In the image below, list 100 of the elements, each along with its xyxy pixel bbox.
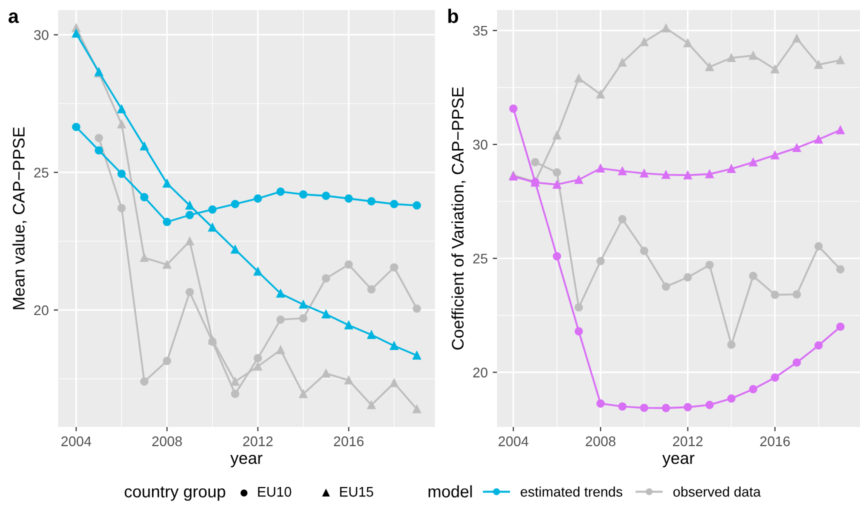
chart-title: b xyxy=(448,8,458,24)
point xyxy=(186,201,194,210)
point xyxy=(770,65,780,74)
point xyxy=(814,242,823,250)
point xyxy=(770,150,780,160)
point xyxy=(684,38,692,48)
point xyxy=(322,274,330,283)
point xyxy=(186,288,194,296)
point xyxy=(596,164,605,173)
point xyxy=(640,246,648,256)
point xyxy=(140,193,148,202)
y-tick-label: 30 xyxy=(473,140,488,150)
point xyxy=(727,164,736,173)
point xyxy=(836,56,845,64)
point xyxy=(684,273,692,282)
point xyxy=(162,356,172,366)
point xyxy=(390,200,398,208)
point xyxy=(574,176,583,184)
point xyxy=(140,142,148,150)
point xyxy=(509,104,518,113)
point xyxy=(367,330,376,339)
legend-title: model xyxy=(428,485,472,498)
point xyxy=(596,90,605,98)
point xyxy=(322,192,330,200)
point xyxy=(596,399,605,408)
point xyxy=(140,377,148,386)
point xyxy=(344,260,353,269)
point xyxy=(186,237,194,246)
point xyxy=(814,135,823,144)
point xyxy=(574,327,583,336)
point xyxy=(574,74,583,83)
y-tick-label: 20 xyxy=(34,305,48,316)
y-axis-title: Coefficient of Variation, CAP−PPSE xyxy=(451,87,466,350)
point xyxy=(276,289,285,298)
point xyxy=(230,377,240,386)
point xyxy=(618,58,627,67)
point xyxy=(552,168,562,177)
point xyxy=(344,376,353,384)
point xyxy=(344,320,353,330)
point xyxy=(770,373,780,382)
point xyxy=(792,144,801,152)
point xyxy=(117,120,126,128)
point xyxy=(552,180,562,189)
point xyxy=(254,194,262,203)
point xyxy=(299,390,308,398)
point xyxy=(230,390,240,398)
point xyxy=(367,400,376,410)
point xyxy=(276,315,285,324)
point xyxy=(344,194,353,203)
point xyxy=(94,134,104,142)
y-axis-title: Mean value, CAP−PPSE xyxy=(12,127,27,310)
point xyxy=(367,197,376,206)
point xyxy=(836,322,845,331)
point xyxy=(117,170,126,178)
point xyxy=(412,404,421,414)
x-tick-label: 2008 xyxy=(152,436,182,446)
text: EU10 xyxy=(258,486,292,497)
point xyxy=(299,314,308,322)
point xyxy=(299,190,308,199)
point xyxy=(618,215,627,224)
point xyxy=(749,272,758,280)
point xyxy=(684,403,692,412)
y-tick-label: 35 xyxy=(473,26,488,36)
x-tick-label: 2004 xyxy=(498,436,528,446)
x-axis-title: year xyxy=(662,454,694,468)
point xyxy=(412,201,421,210)
point xyxy=(230,200,240,208)
point xyxy=(552,252,562,260)
x-tick-label: 2012 xyxy=(243,436,273,446)
point xyxy=(727,394,736,403)
point xyxy=(72,122,80,132)
point xyxy=(186,210,194,220)
x-tick-label: 2016 xyxy=(760,436,790,446)
x-tick-label: 2004 xyxy=(61,436,92,446)
point xyxy=(749,158,758,166)
point xyxy=(705,260,714,270)
point xyxy=(792,358,801,367)
point xyxy=(662,24,670,32)
point xyxy=(684,171,692,180)
legend-label: observed data xyxy=(673,486,761,497)
text: EU15 xyxy=(340,487,374,497)
point xyxy=(412,351,421,360)
point xyxy=(792,34,801,43)
point xyxy=(390,378,398,388)
point xyxy=(412,304,421,313)
point xyxy=(640,404,648,412)
point xyxy=(162,260,172,269)
point xyxy=(749,385,758,394)
point xyxy=(596,256,605,266)
point xyxy=(530,158,540,166)
point xyxy=(162,179,172,188)
point xyxy=(662,282,670,291)
point xyxy=(727,340,736,349)
point xyxy=(640,169,648,178)
chart-title: a xyxy=(8,12,19,24)
point xyxy=(727,54,736,62)
point xyxy=(705,62,714,72)
y-tick-label: 25 xyxy=(473,254,488,264)
point xyxy=(749,51,758,60)
point xyxy=(208,223,217,232)
